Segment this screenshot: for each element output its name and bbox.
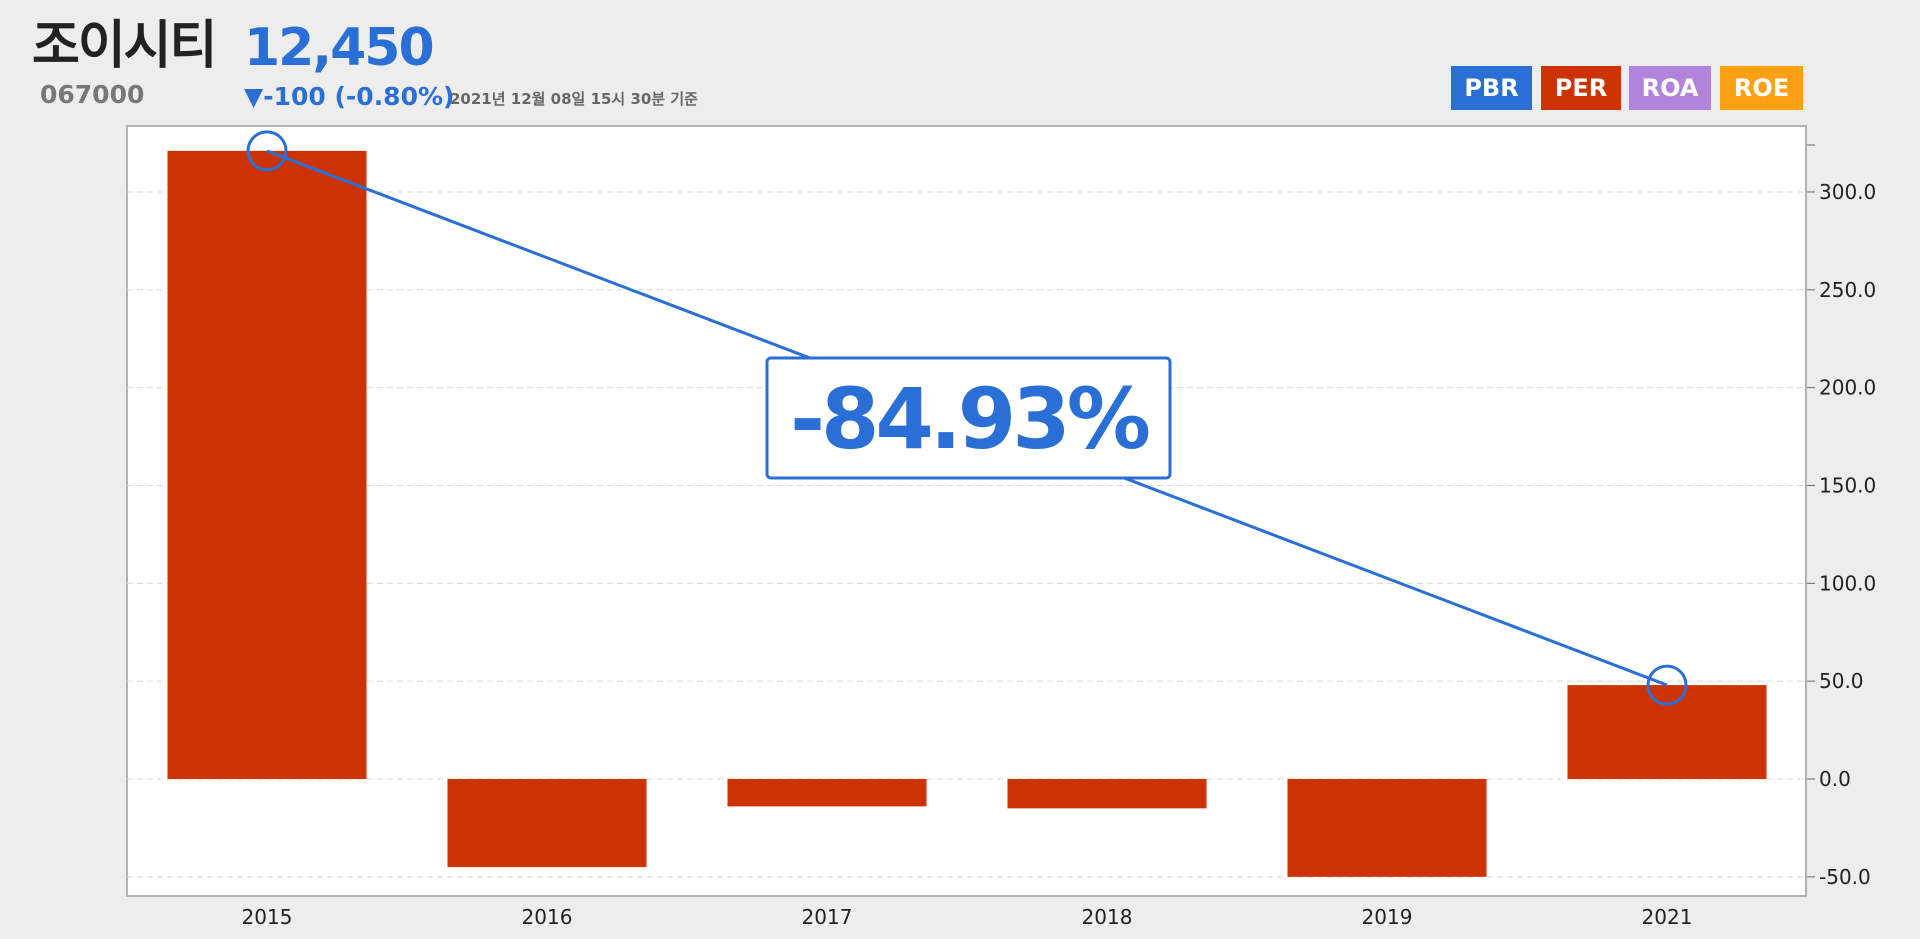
x-tick-label: 2021 xyxy=(1642,905,1693,929)
bar-2015 xyxy=(167,150,367,780)
y-tick-label: -50.0 xyxy=(1819,865,1871,889)
y-tick-label: 0.0 xyxy=(1819,767,1851,791)
bar-2019 xyxy=(1287,779,1487,877)
trend-start-marker xyxy=(246,130,288,172)
x-tick-label: 2015 xyxy=(242,905,293,929)
stock-code: 067000 xyxy=(40,80,145,109)
y-tick-label: 150.0 xyxy=(1819,473,1876,497)
pbr-button[interactable]: PBR xyxy=(1451,66,1532,110)
plot-area xyxy=(126,125,1807,897)
change-annotation-label: -84.93% xyxy=(790,370,1149,468)
y-tick-label: 300.0 xyxy=(1819,180,1876,204)
x-tick-label: 2017 xyxy=(802,905,853,929)
per-button[interactable]: PER xyxy=(1541,66,1621,110)
company-name: 조이시티 xyxy=(32,16,217,76)
trend-end-marker xyxy=(1646,664,1688,706)
y-tick-label: 200.0 xyxy=(1819,376,1876,400)
stock-header: 조이시티 12,450 067000 ▼-100 (-0.80%) 2021년 … xyxy=(0,0,1920,125)
bar-2018 xyxy=(1007,779,1207,809)
change-annotation-box xyxy=(765,356,1172,480)
price-change: ▼-100 (-0.80%) xyxy=(244,82,455,111)
bar-2021 xyxy=(1567,685,1767,779)
y-tick-label: 250.0 xyxy=(1819,278,1876,302)
x-tick-label: 2019 xyxy=(1362,905,1413,929)
current-price: 12,450 xyxy=(244,18,435,78)
y-tick-label: 50.0 xyxy=(1819,669,1864,693)
bar-2017 xyxy=(727,779,927,807)
x-tick-label: 2016 xyxy=(522,905,573,929)
roa-button[interactable]: ROA xyxy=(1629,66,1711,110)
roe-button[interactable]: ROE xyxy=(1720,66,1803,110)
x-tick-label: 2018 xyxy=(1082,905,1133,929)
y-tick-label: 100.0 xyxy=(1819,571,1876,595)
bar-2016 xyxy=(447,779,647,868)
timestamp: 2021년 12월 08일 15시 30분 기준 xyxy=(450,90,698,108)
